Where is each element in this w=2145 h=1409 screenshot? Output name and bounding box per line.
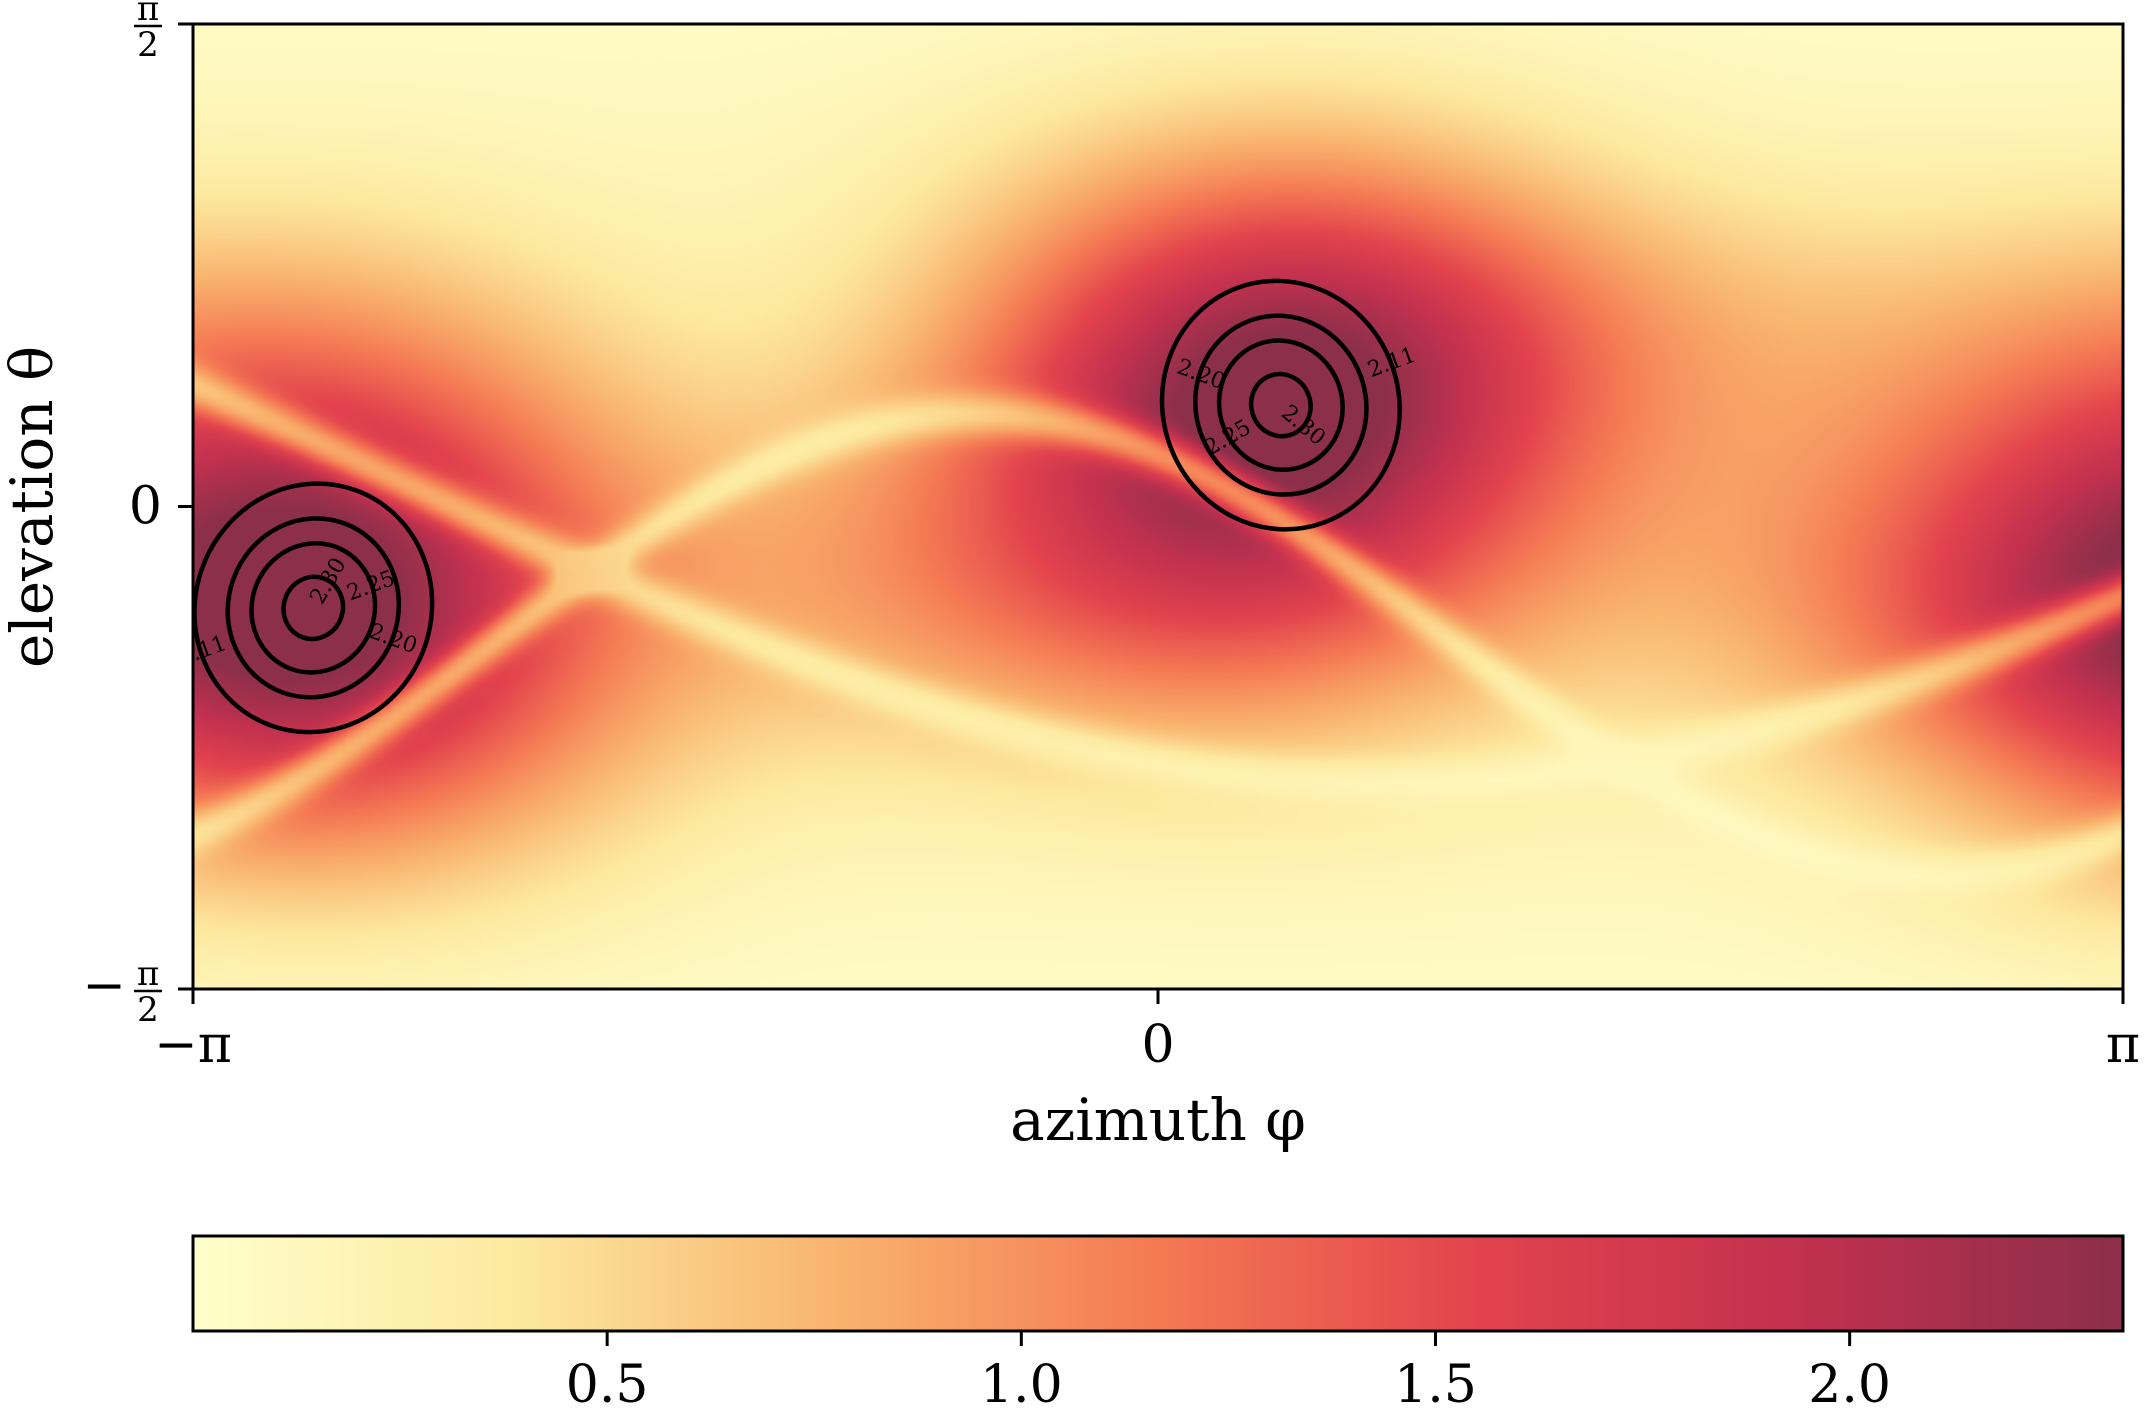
contour-line-2.3 <box>281 574 346 642</box>
contour-line-2.11 <box>193 481 435 735</box>
colorbar-tick-label: 2.0 <box>1808 1355 1891 1409</box>
y-tick-fraction: π2 <box>134 0 162 65</box>
contour-line-2.2 <box>225 516 402 700</box>
contour-line-2.3 <box>1248 371 1313 439</box>
y-tick-denominator: 2 <box>137 990 159 1030</box>
colorbar-gradient <box>193 1236 2123 1331</box>
y-tick-numerator: π <box>137 954 159 994</box>
colorbar-tick-label: 0.5 <box>566 1355 649 1409</box>
contour-line-2.25 <box>1216 338 1345 472</box>
contour-line-2.2 <box>1193 313 1369 497</box>
y-axis-label: elevation θ <box>0 346 66 668</box>
contour-layer: 2.112.202.25 2.302.11 2.202.252.30 <box>193 278 1419 735</box>
x-axis-label: azimuth φ <box>1010 1086 1306 1154</box>
colorbar: 0.5 1.0 1.5 2.0 <box>191 1234 2125 1409</box>
colorbar-ticks: 0.5 1.0 1.5 2.0 <box>566 1331 1891 1409</box>
y-tick-denominator: 2 <box>137 25 159 65</box>
x-tick-label: −π <box>154 1015 232 1075</box>
contour-line-2.11 <box>1159 278 1402 532</box>
x-tick-label: π <box>2106 1015 2140 1075</box>
y-tick-fraction: π2− <box>82 954 162 1030</box>
colorbar-frame <box>191 1234 2125 1333</box>
colorbar-tick-label: 1.5 <box>1394 1355 1477 1409</box>
x-tick-label: 0 <box>1141 1015 1174 1075</box>
x-axis: −π 0 π <box>154 989 2140 1075</box>
contour-line-2.25 <box>249 541 378 675</box>
y-tick-label: 0 <box>129 477 162 537</box>
heatmap-image <box>193 24 2123 989</box>
y-tick-numerator: π <box>137 0 159 29</box>
colorbar-tick-label: 1.0 <box>980 1355 1063 1409</box>
y-tick-sign: − <box>82 956 126 1016</box>
